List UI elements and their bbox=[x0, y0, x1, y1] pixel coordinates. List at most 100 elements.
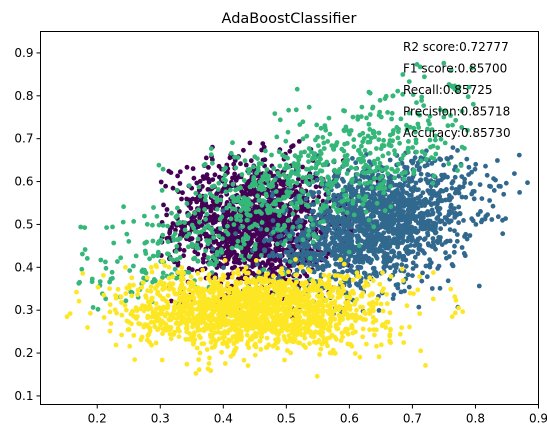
scatter-point bbox=[182, 286, 187, 291]
scatter-point bbox=[484, 172, 490, 178]
scatter-point bbox=[323, 247, 328, 253]
scatter-point bbox=[450, 122, 455, 128]
scatter-point bbox=[427, 264, 433, 270]
scatter-point bbox=[239, 172, 245, 177]
scatter-point bbox=[372, 134, 378, 140]
scatter-point bbox=[262, 248, 267, 254]
scatter-point bbox=[343, 241, 349, 247]
scatter-point bbox=[459, 108, 465, 114]
scatter-point bbox=[467, 233, 473, 238]
scatter-point bbox=[254, 261, 260, 267]
scatter-point bbox=[408, 243, 413, 248]
scatter-point bbox=[377, 109, 383, 115]
scatter-point bbox=[404, 165, 410, 170]
scatter-point bbox=[222, 182, 228, 188]
scatter-point bbox=[216, 180, 222, 186]
scatter-point bbox=[107, 309, 113, 315]
scatter-point bbox=[208, 279, 214, 284]
scatter-point bbox=[376, 308, 382, 313]
scatter-point bbox=[277, 163, 283, 169]
scatter-point bbox=[221, 265, 226, 271]
scatter-point bbox=[342, 217, 348, 223]
scatter-point bbox=[126, 239, 132, 244]
scatter-point bbox=[353, 166, 358, 171]
scatter-point bbox=[118, 294, 124, 300]
scatter-point bbox=[229, 245, 235, 251]
scatter-point bbox=[210, 220, 216, 226]
scatter-point bbox=[122, 303, 128, 308]
scatter-point bbox=[452, 243, 457, 249]
scatter-point bbox=[175, 237, 181, 243]
scatter-point bbox=[368, 179, 374, 185]
scatter-point bbox=[392, 151, 398, 157]
scatter-point bbox=[267, 242, 272, 248]
scatter-point bbox=[374, 343, 379, 349]
scatter-point bbox=[318, 206, 324, 212]
scatter-point bbox=[272, 265, 278, 271]
scatter-point bbox=[383, 93, 389, 99]
scatter-point bbox=[186, 212, 192, 218]
scatter-point bbox=[171, 287, 176, 292]
scatter-point bbox=[348, 165, 354, 171]
scatter-point bbox=[369, 303, 374, 309]
scatter-point bbox=[131, 219, 137, 224]
scatter-point bbox=[187, 237, 192, 243]
scatter-point bbox=[374, 273, 380, 279]
scatter-point bbox=[342, 153, 348, 159]
scatter-point bbox=[367, 150, 373, 156]
scatter-point bbox=[252, 252, 258, 258]
scatter-point bbox=[409, 158, 414, 164]
scatter-point bbox=[143, 295, 149, 301]
scatter-point bbox=[430, 239, 436, 245]
scatter-point bbox=[203, 203, 208, 209]
scatter-point bbox=[423, 156, 429, 162]
scatter-point bbox=[362, 271, 368, 276]
scatter-point bbox=[84, 256, 90, 261]
scatter-point bbox=[413, 229, 418, 235]
scatter-point bbox=[458, 163, 464, 169]
scatter-point bbox=[193, 190, 199, 196]
scatter-point bbox=[465, 94, 471, 100]
scatter-point bbox=[156, 326, 162, 331]
scatter-point bbox=[456, 84, 462, 90]
scatter-point bbox=[258, 253, 264, 258]
scatter-point bbox=[283, 138, 289, 144]
scatter-point bbox=[214, 249, 220, 255]
scatter-point bbox=[376, 137, 382, 143]
scatter-point bbox=[177, 169, 183, 175]
scatter-point bbox=[503, 180, 509, 186]
scatter-point bbox=[281, 242, 286, 248]
scatter-point bbox=[316, 241, 322, 246]
scatter-point bbox=[469, 65, 475, 71]
scatter-point bbox=[392, 240, 398, 246]
scatter-point bbox=[341, 148, 347, 154]
scatter-point bbox=[495, 214, 501, 220]
scatter-point bbox=[236, 272, 242, 277]
scatter-point bbox=[361, 136, 367, 142]
scatter-point bbox=[448, 67, 454, 73]
scatter-point bbox=[374, 146, 379, 151]
scatter-point bbox=[294, 180, 300, 186]
scatter-point bbox=[351, 212, 357, 218]
scatter-point bbox=[335, 214, 341, 220]
scatter-point bbox=[281, 172, 287, 178]
scatter-point bbox=[452, 294, 458, 300]
scatter-point bbox=[316, 189, 322, 195]
scatter-point bbox=[317, 155, 322, 160]
scatter-point bbox=[153, 301, 159, 307]
scatter-point bbox=[330, 288, 336, 293]
scatter-point bbox=[444, 255, 449, 261]
scatter-point bbox=[204, 172, 210, 178]
scatter-point bbox=[395, 244, 400, 250]
scatter-point bbox=[447, 197, 453, 203]
scatter-point bbox=[359, 143, 364, 149]
scatter-point bbox=[383, 212, 389, 218]
scatter-point bbox=[452, 215, 458, 220]
scatter-point bbox=[453, 297, 459, 303]
scatter-point bbox=[206, 272, 212, 277]
scatter-point bbox=[121, 204, 126, 210]
scatter-point bbox=[222, 361, 228, 366]
scatter-point bbox=[400, 233, 406, 239]
scatter-point bbox=[196, 184, 202, 190]
scatter-point bbox=[384, 165, 390, 170]
